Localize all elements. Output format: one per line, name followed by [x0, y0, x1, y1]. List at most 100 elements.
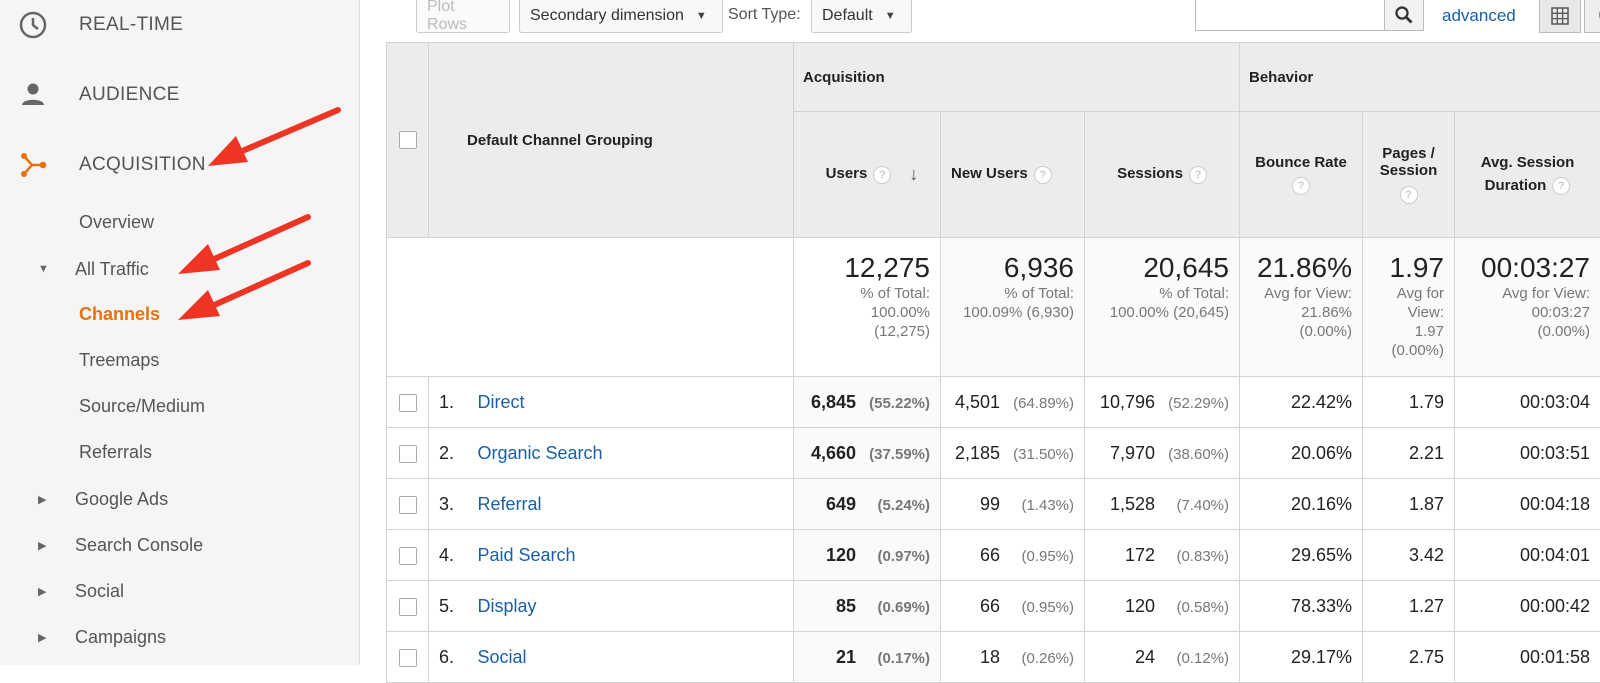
- users-value: 120: [826, 545, 856, 565]
- nav-acquisition-label: ACQUISITION: [79, 154, 206, 176]
- pie-view-button[interactable]: [1584, 0, 1600, 33]
- nav-realtime[interactable]: REAL-TIME: [0, 0, 360, 50]
- avg-duration-cell: 00:03:51: [1455, 428, 1600, 479]
- help-icon[interactable]: ?: [1189, 166, 1207, 184]
- users-column-header[interactable]: Users?↓: [794, 112, 941, 238]
- sessions-cell: 24(0.12%): [1085, 632, 1240, 683]
- avg-duration-cell: 00:04:01: [1455, 530, 1600, 581]
- totals-bounce-sub-0: Avg for View:: [1246, 284, 1352, 303]
- nav-audience[interactable]: AUDIENCE: [0, 70, 360, 120]
- nav-source-medium[interactable]: Source/Medium: [79, 396, 205, 417]
- sessions-value: 120: [1125, 596, 1155, 616]
- acquisition-group-header: Acquisition: [794, 43, 1240, 112]
- channel-link[interactable]: Referral: [477, 479, 794, 530]
- select-all-checkbox[interactable]: [399, 131, 417, 149]
- totals-pages-sub-3: (0.00%): [1369, 341, 1444, 360]
- pages-session-cell: 2.75: [1363, 632, 1455, 683]
- clock-icon: [18, 10, 48, 40]
- secondary-dimension-dropdown[interactable]: Secondary dimension ▼: [519, 0, 723, 33]
- nav-google-ads[interactable]: ▶Google Ads: [38, 488, 338, 510]
- sessions-value: 7,970: [1110, 443, 1155, 463]
- nav-acquisition[interactable]: ACQUISITION: [0, 140, 360, 190]
- nav-channels[interactable]: Channels: [79, 304, 160, 325]
- totals-new-users-cell: 6,936 % of Total: 100.09% (6,930): [941, 238, 1085, 377]
- totals-duration-value: 00:03:27: [1461, 252, 1590, 284]
- users-value: 649: [826, 494, 856, 514]
- help-icon[interactable]: ?: [873, 166, 891, 184]
- sessions-cell: 1,528(7.40%): [1085, 479, 1240, 530]
- channel-link[interactable]: Social: [477, 632, 794, 683]
- help-icon[interactable]: ?: [1034, 166, 1052, 184]
- users-cell: 6,845(55.22%): [794, 377, 941, 428]
- sessions-column-header[interactable]: Sessions?: [1085, 112, 1240, 238]
- row-checkbox[interactable]: [399, 649, 417, 667]
- totals-new-users-value: 6,936: [947, 252, 1074, 284]
- sessions-header-label: Sessions: [1117, 165, 1183, 182]
- nav-all-traffic[interactable]: ▼All Traffic: [38, 258, 338, 280]
- table-view-button[interactable]: [1539, 0, 1581, 33]
- channel-link[interactable]: Direct: [477, 377, 794, 428]
- sort-type-dropdown[interactable]: Default ▼: [811, 0, 912, 33]
- bounce-rate-header-label: Bounce Rate: [1241, 154, 1361, 171]
- row-checkbox[interactable]: [399, 598, 417, 616]
- help-icon[interactable]: ?: [1400, 186, 1418, 204]
- nav-search-console[interactable]: ▶Search Console: [38, 534, 338, 556]
- row-checkbox[interactable]: [399, 445, 417, 463]
- pages-session-column-header[interactable]: Pages / Session ?: [1363, 112, 1455, 238]
- nav-overview[interactable]: Overview: [79, 212, 154, 233]
- row-checkbox-cell: [387, 632, 429, 683]
- nav-treemaps[interactable]: Treemaps: [79, 350, 159, 371]
- grid-icon: [1550, 6, 1570, 26]
- row-index: 4.: [429, 530, 477, 581]
- help-icon[interactable]: ?: [1552, 177, 1570, 195]
- nav-campaigns-label: Campaigns: [75, 627, 166, 647]
- avg-duration-header-label-2: Duration: [1485, 177, 1547, 194]
- row-checkbox-cell: [387, 530, 429, 581]
- sessions-percent: (38.60%): [1165, 446, 1229, 463]
- sessions-cell: 10,796(52.29%): [1085, 377, 1240, 428]
- users-value: 4,660: [811, 443, 856, 463]
- nav-referrals[interactable]: Referrals: [79, 442, 152, 463]
- triangle-down-icon: ▼: [38, 263, 56, 275]
- totals-bounce-sub-2: (0.00%): [1246, 322, 1352, 341]
- channel-link[interactable]: Display: [477, 581, 794, 632]
- new-users-cell: 4,501(64.89%): [941, 377, 1085, 428]
- new-users-value: 66: [980, 545, 1000, 565]
- new-users-column-header[interactable]: New Users?: [941, 112, 1085, 238]
- totals-row: 12,275 % of Total: 100.00% (12,275) 6,93…: [387, 238, 1600, 377]
- channel-link[interactable]: Paid Search: [477, 530, 794, 581]
- search-input[interactable]: [1195, 0, 1385, 31]
- nav-social[interactable]: ▶Social: [38, 580, 338, 602]
- new-users-percent: (0.26%): [1010, 650, 1074, 667]
- totals-users-sub-2: (12,275): [800, 322, 930, 341]
- users-cell: 85(0.69%): [794, 581, 941, 632]
- search-button[interactable]: [1384, 0, 1424, 31]
- row-checkbox[interactable]: [399, 496, 417, 514]
- row-checkbox-cell: [387, 581, 429, 632]
- channel-link[interactable]: Organic Search: [477, 428, 794, 479]
- sessions-percent: (7.40%): [1165, 497, 1229, 514]
- dimension-header[interactable]: Default Channel Grouping: [429, 43, 794, 238]
- secondary-dimension-label: Secondary dimension: [530, 7, 684, 25]
- advanced-filter-link[interactable]: advanced: [1442, 6, 1516, 26]
- caret-down-icon: ▼: [885, 10, 896, 22]
- users-value: 21: [836, 647, 856, 667]
- avg-duration-column-header[interactable]: Avg. Session Duration?: [1455, 112, 1600, 238]
- row-checkbox[interactable]: [399, 547, 417, 565]
- bounce-rate-column-header[interactable]: Bounce Rate ?: [1240, 112, 1363, 238]
- plot-rows-button[interactable]: Plot Rows: [416, 0, 510, 33]
- row-checkbox[interactable]: [399, 394, 417, 412]
- new-users-percent: (0.95%): [1010, 548, 1074, 565]
- users-percent: (37.59%): [866, 446, 930, 463]
- users-percent: (5.24%): [866, 497, 930, 514]
- help-icon[interactable]: ?: [1292, 177, 1310, 195]
- totals-bounce-value: 21.86%: [1246, 252, 1352, 284]
- totals-sessions-value: 20,645: [1091, 252, 1229, 284]
- row-index: 6.: [429, 632, 477, 683]
- nav-campaigns[interactable]: ▶Campaigns: [38, 626, 338, 648]
- avg-duration-cell: 00:01:58: [1455, 632, 1600, 683]
- row-checkbox-cell: [387, 428, 429, 479]
- users-cell: 120(0.97%): [794, 530, 941, 581]
